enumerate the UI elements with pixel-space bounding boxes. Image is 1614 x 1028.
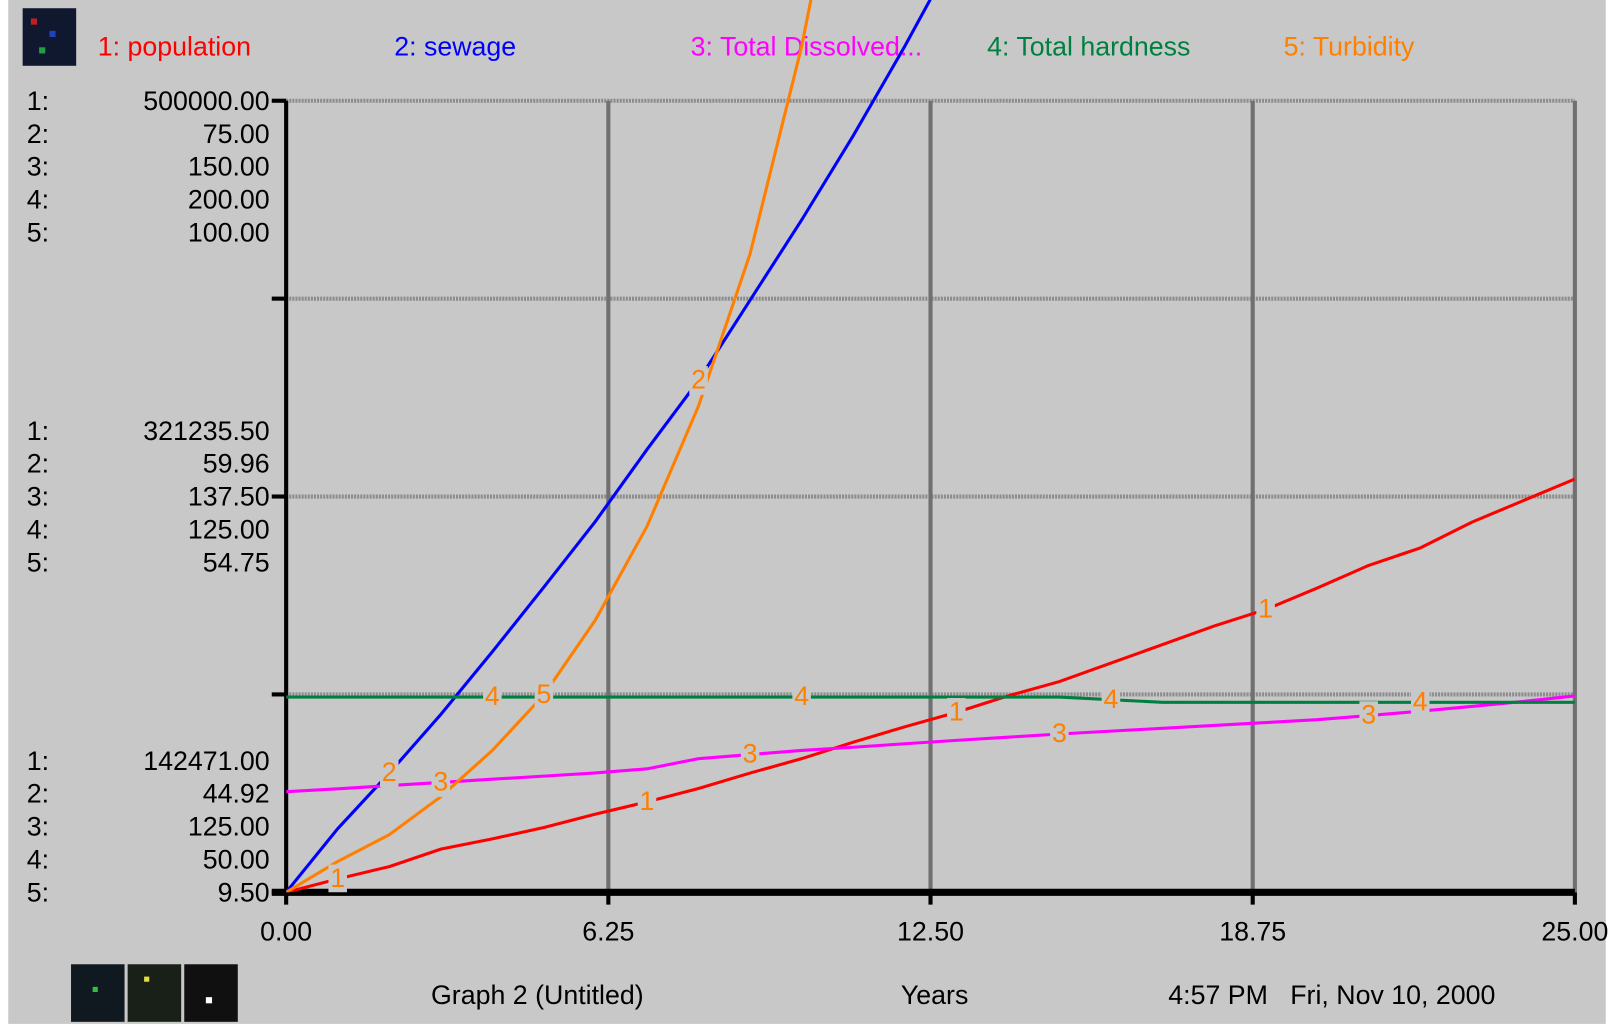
legend-entry: 4: Total hardness [987,31,1190,61]
series-marker: 4 [1104,684,1119,714]
x-tick-label: 25.00 [1541,916,1608,946]
y-tick-label: 142471.00 [143,746,269,776]
y-tick-label: 75.00 [203,119,270,149]
y-axis-prefix: 1: [27,746,49,776]
x-tick-label: 18.75 [1219,916,1286,946]
series-marker: 1 [640,786,655,816]
legend-entry: 1: population [98,31,251,61]
y-tick-label: 321235.50 [143,416,269,446]
series-marker: 4 [794,681,809,711]
series-marker: 3 [433,767,448,797]
y-axis-prefix: 4: [27,185,49,215]
series-marker: 3 [743,739,758,769]
y-tick-label: 125.00 [188,515,270,545]
y-axis-prefix: 2: [27,449,49,479]
series-marker: 2 [691,365,706,395]
series-marker: 3 [1361,700,1376,730]
y-tick-label: 44.92 [203,779,270,809]
series-marker: 4 [1413,686,1428,716]
series-marker: 1 [949,697,964,727]
y-axis-prefix: 2: [27,779,49,809]
y-tick-label: 125.00 [188,812,270,842]
y-tick-label: 59.96 [203,449,270,479]
y-axis-prefix: 5: [27,217,49,247]
graph-title: Graph 2 (Untitled) [431,980,644,1010]
timestamp: 4:57 PM Fri, Nov 10, 2000 [1168,980,1495,1010]
y-axis-prefix: 1: [27,416,49,446]
y-tick-label: 9.50 [218,877,270,907]
y-tick-label: 500000.00 [143,86,269,116]
y-tick-label: 50.00 [203,845,270,875]
y-axis-prefix: 3: [27,812,49,842]
toolbar-icons [71,964,238,1022]
legend-entry: 3: Total Dissolved... [691,31,922,61]
series-marker: 5 [536,679,551,709]
x-axis-label: Years [901,980,968,1010]
y-tick-label: 137.50 [188,482,270,512]
y-axis-prefix: 3: [27,482,49,512]
x-tick-label: 0.00 [260,916,312,946]
series-marker: 3 [1052,718,1067,748]
y-axis-prefix: 4: [27,845,49,875]
chart: Graph 2 (Untitled) Years 4:57 PM Fri, No… [0,0,1614,1028]
y-tick-label: 100.00 [188,217,270,247]
y-axis-prefix: 2: [27,119,49,149]
y-tick-label: 150.00 [188,152,270,182]
y-tick-label: 54.75 [203,547,270,577]
y-tick-label: 200.00 [188,185,270,215]
icon [23,8,77,66]
y-axis-prefix: 5: [27,547,49,577]
y-axis-prefix: 5: [27,877,49,907]
y-axis-prefix: 1: [27,86,49,116]
series-marker: 1 [1258,594,1273,624]
legend-entry: 5: Turbidity [1284,31,1415,61]
series-marker: 1 [330,863,345,893]
y-axis-prefix: 4: [27,515,49,545]
legend-entry: 2: sewage [394,31,516,61]
series-marker: 4 [485,681,500,711]
y-axis-prefix: 3: [27,152,49,182]
x-tick-label: 12.50 [897,916,964,946]
x-tick-label: 6.25 [582,916,634,946]
series-marker: 2 [382,757,397,787]
